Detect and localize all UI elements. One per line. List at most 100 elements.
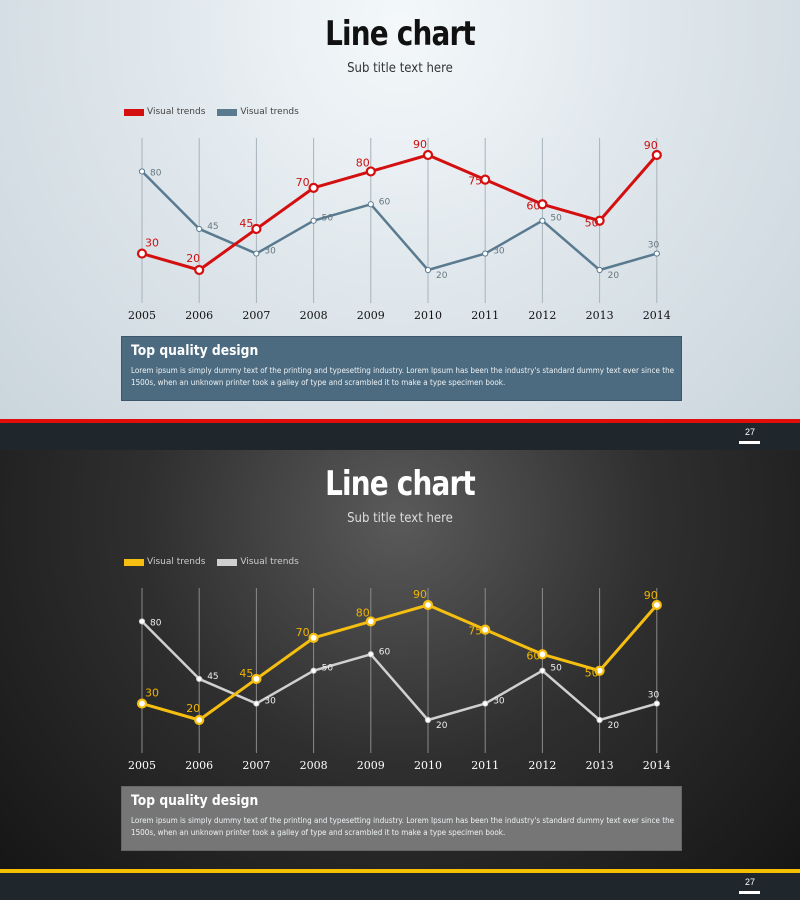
footer-bar: 27 — [0, 419, 800, 450]
legend-swatch-series-2 — [217, 558, 238, 566]
x-tick-label: 2010 — [414, 309, 442, 322]
series-1-point — [480, 174, 491, 185]
series-1-point — [194, 714, 205, 726]
series-2-data-label: 30 — [493, 247, 505, 257]
series-2-data-label: 45 — [207, 672, 218, 682]
series-1-data-label: 50 — [585, 667, 599, 680]
slide-subtitle: Sub title text here — [347, 61, 453, 76]
series-2-point — [539, 667, 546, 674]
series-1-point — [136, 698, 148, 709]
x-tick-label: 2009 — [357, 309, 385, 322]
series-2-point — [138, 618, 146, 625]
series-1-data-label: 90 — [644, 139, 658, 152]
legend-item-series-2: Visual trends — [217, 107, 299, 117]
footer-bar: 27 — [0, 869, 800, 900]
legend-label-series-2: Visual trends — [240, 557, 299, 567]
line-chart: 2005 2006 2007 2008 2009 2010 2011 2012 2013 2014… — [128, 138, 671, 322]
slide-dark: Line chart Sub title text here Visual tr… — [0, 450, 800, 900]
legend-label-series-1: Visual trends — [147, 557, 206, 567]
series-1-data-label: 60 — [526, 199, 540, 212]
series-1-data-label: 90 — [644, 589, 658, 602]
series-1-point — [537, 199, 548, 210]
series-1-data-label: 75 — [468, 175, 482, 188]
chart-legend: Visual trends Visual trends — [124, 107, 299, 117]
info-text: Lorem ipsum is simply dummy text of the … — [131, 815, 675, 837]
slide-light: Line chart Sub title text here Visual tr… — [0, 0, 800, 450]
x-tick-label: 2005 — [128, 309, 156, 322]
series-2-point — [253, 250, 260, 257]
series-1-data-label: 75 — [468, 625, 482, 638]
chart-legend: Visual trends Visual trends — [124, 557, 299, 567]
legend-item-series-1: Visual trends — [124, 107, 205, 117]
series-2-data-label: 20 — [608, 721, 620, 731]
series-1-point — [194, 264, 205, 276]
series-1-point — [537, 649, 548, 660]
series-2-data-label: 30 — [648, 691, 660, 701]
series-1-data-label: 90 — [413, 588, 427, 601]
series-2-point — [367, 201, 374, 208]
series-2-point — [424, 266, 432, 274]
line-chart: 2005 2006 2007 2008 2009 2010 2011 2012 2013 2014… — [128, 588, 671, 772]
series-2-point — [596, 716, 603, 724]
series-2-data-label: 45 — [207, 222, 218, 232]
series-1-data-label: 70 — [296, 626, 310, 639]
series-2-data-label: 20 — [436, 271, 448, 281]
series-2-data-label: 20 — [608, 271, 620, 281]
series-1-point — [422, 149, 434, 161]
x-tick-label: 2008 — [300, 309, 328, 322]
series-2-data-label: 30 — [264, 247, 276, 257]
series-line-2 — [141, 170, 658, 272]
x-tick-label: 2006 — [185, 309, 213, 322]
series-2-data-label: 60 — [379, 647, 391, 657]
info-title: Top quality design — [131, 793, 259, 809]
x-tick-label: 2006 — [185, 759, 213, 772]
series-1-point — [251, 223, 262, 235]
series-2-point — [310, 667, 317, 674]
series-1-data-label: 90 — [413, 138, 427, 151]
series-1-point — [594, 215, 605, 226]
series-1-data-label: 30 — [145, 687, 159, 700]
slide-title: Line chart — [325, 464, 476, 504]
series-2-data-label: 30 — [264, 697, 276, 707]
series-1-point — [136, 248, 148, 259]
series-1-point — [365, 166, 376, 177]
legend-label-series-2: Visual trends — [240, 107, 299, 117]
series-1-data-label: 20 — [186, 252, 200, 265]
series-1-data-label: 80 — [356, 156, 370, 169]
x-tick-label: 2012 — [528, 759, 556, 772]
slide-subtitle: Sub title text here — [347, 511, 453, 526]
series-1-point — [251, 673, 262, 685]
series-1-point — [365, 616, 376, 627]
series-1-point — [651, 599, 662, 611]
info-box: Top quality design Lorem ipsum is simply… — [121, 336, 682, 401]
series-2-point — [367, 651, 374, 658]
x-tick-label: 2011 — [471, 759, 499, 772]
slide-title: Line chart — [325, 14, 476, 54]
series-line-2 — [141, 620, 658, 722]
series-line-1 — [141, 603, 658, 722]
series-2-point — [196, 675, 203, 683]
x-tick-label: 2007 — [242, 759, 270, 772]
page-number: 27 — [744, 427, 755, 437]
series-2-data-label: 80 — [150, 618, 162, 628]
series-2-point — [653, 700, 660, 707]
info-text: Lorem ipsum is simply dummy text of the … — [131, 365, 675, 387]
x-tick-label: 2008 — [300, 759, 328, 772]
x-tick-label: 2014 — [643, 759, 671, 772]
series-2-data-label: 30 — [648, 241, 660, 251]
series-2-data-label: 30 — [493, 697, 505, 707]
legend-item-series-1: Visual trends — [124, 557, 205, 567]
x-tick-label: 2010 — [414, 759, 442, 772]
series-1-point — [651, 149, 662, 161]
x-tick-label: 2009 — [357, 759, 385, 772]
series-1-data-label: 30 — [145, 237, 159, 250]
series-2-data-label: 60 — [379, 197, 391, 207]
page-number: 27 — [744, 877, 755, 887]
series-1-data-label: 45 — [239, 217, 253, 230]
legend-label-series-1: Visual trends — [147, 107, 206, 117]
series-1-data-label: 45 — [239, 667, 253, 680]
series-1-point — [308, 632, 319, 643]
info-title: Top quality design — [131, 343, 259, 359]
x-tick-label: 2007 — [242, 309, 270, 322]
series-2-data-label: 20 — [436, 721, 448, 731]
